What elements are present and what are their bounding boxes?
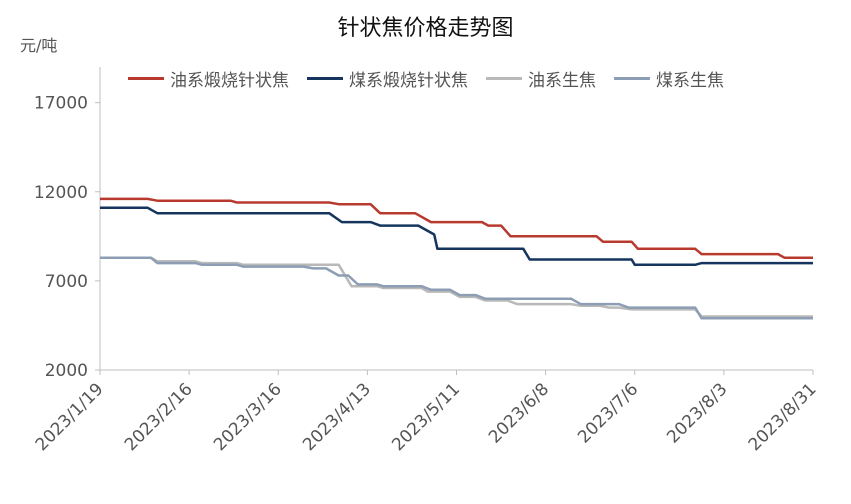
x-tick-label: 2023/4/13	[299, 379, 375, 455]
legend-label: 油系煅烧针状焦	[170, 71, 289, 91]
x-tick-label: 2023/8/3	[663, 379, 731, 447]
legend-swatch	[614, 77, 650, 80]
x-tick-label: 2023/8/31	[745, 379, 821, 455]
legend-label: 煤系生焦	[656, 71, 724, 91]
legend-item-coal-green: 煤系生焦	[614, 66, 724, 91]
x-tick-label: 2023/3/16	[210, 379, 286, 455]
series-line-1	[100, 206, 813, 267]
x-tick-label: 2023/5/11	[388, 379, 464, 455]
series-line-3	[100, 256, 813, 320]
x-tick-label: 2023/2/16	[121, 379, 197, 455]
x-tick-label: 2023/7/6	[574, 379, 642, 447]
legend-swatch	[128, 77, 164, 80]
y-tick-label: 17000	[34, 94, 88, 114]
y-tick-label: 12000	[34, 183, 88, 203]
legend-swatch	[486, 77, 522, 80]
legend: 油系煅烧针状焦 煤系煅烧针状焦 油系生焦 煤系生焦	[128, 66, 724, 91]
y-tick-label: 2000	[45, 361, 88, 381]
legend-label: 油系生焦	[528, 71, 596, 91]
y-tick-label: 7000	[45, 272, 88, 292]
series-layer	[100, 197, 813, 320]
legend-item-coal-calcined: 煤系煅烧针状焦	[307, 66, 468, 91]
series-line-0	[100, 197, 813, 259]
legend-item-oil-green: 油系生焦	[486, 66, 596, 91]
legend-swatch	[307, 77, 343, 80]
x-tick-label: 2023/6/8	[485, 379, 553, 447]
y-axis-unit-label: 元/吨	[20, 36, 58, 55]
legend-label: 煤系煅烧针状焦	[349, 71, 468, 91]
series-line-2	[100, 256, 813, 318]
chart-title: 针状焦价格走势图	[337, 16, 514, 41]
x-tick-label: 2023/1/19	[32, 379, 108, 455]
legend-item-oil-calcined: 油系煅烧针状焦	[128, 66, 289, 91]
